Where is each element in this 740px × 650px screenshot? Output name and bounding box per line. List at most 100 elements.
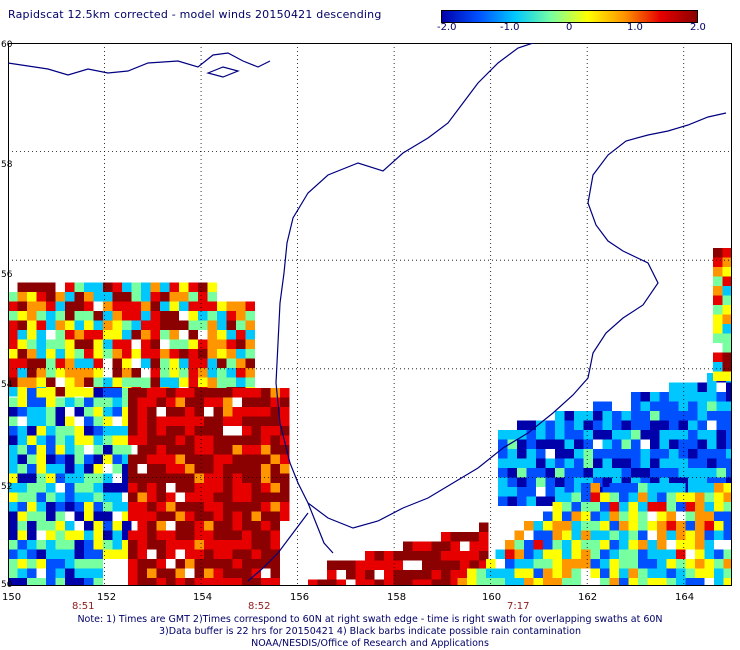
data-cell	[723, 511, 732, 521]
data-cell	[355, 579, 365, 586]
data-cell	[688, 449, 698, 459]
data-cell	[619, 521, 629, 531]
data-cell	[602, 439, 612, 449]
data-cell	[242, 559, 252, 569]
data-cell	[545, 458, 555, 468]
data-cell	[137, 502, 147, 512]
data-cell	[128, 549, 138, 559]
data-cell	[93, 445, 103, 455]
data-cell	[185, 511, 195, 521]
data-cell	[657, 511, 667, 521]
data-cell	[188, 311, 198, 321]
data-cell	[581, 492, 591, 502]
data-cell	[8, 511, 18, 521]
data-cell	[628, 530, 638, 540]
data-cell	[213, 445, 223, 455]
data-cell	[27, 445, 37, 455]
swath-time-label: 8:51	[72, 601, 95, 612]
data-cell	[204, 473, 214, 483]
lon-tick-label: 154	[193, 592, 213, 603]
data-cell	[704, 549, 714, 559]
data-cell	[628, 568, 638, 578]
data-cell	[213, 454, 223, 464]
data-cell	[242, 530, 252, 540]
data-cell	[602, 401, 612, 411]
data-cell	[36, 397, 46, 407]
data-cell	[147, 388, 157, 398]
data-cell	[8, 377, 18, 387]
data-cell	[8, 426, 18, 436]
data-cell	[36, 549, 46, 559]
data-cell	[403, 541, 413, 551]
data-cell	[17, 530, 27, 540]
data-cell	[55, 502, 65, 512]
data-cell	[638, 502, 648, 512]
data-cell	[93, 578, 103, 586]
data-cell	[545, 496, 555, 506]
data-cell	[650, 477, 660, 487]
data-cell	[232, 407, 242, 417]
data-cell	[128, 511, 138, 521]
data-cell	[17, 377, 27, 387]
data-cell	[207, 301, 217, 311]
data-cell	[714, 549, 724, 559]
data-cell	[602, 411, 612, 421]
data-cell	[695, 511, 705, 521]
data-cell	[8, 568, 18, 578]
data-cell	[498, 439, 508, 449]
data-cell	[659, 430, 669, 440]
data-cell	[46, 521, 56, 531]
data-cell	[460, 570, 470, 580]
swath-time-label: 7:17	[507, 601, 530, 612]
data-cell	[93, 521, 103, 531]
data-cell	[564, 468, 574, 478]
data-cell	[685, 568, 695, 578]
data-cell	[422, 579, 432, 586]
data-cell	[251, 445, 261, 455]
data-cell	[204, 416, 214, 426]
data-cell	[562, 530, 572, 540]
data-cell	[726, 449, 732, 459]
data-cell	[723, 483, 732, 493]
data-cell	[450, 551, 460, 561]
data-cell	[185, 416, 195, 426]
data-cell	[619, 549, 629, 559]
data-cell	[46, 435, 56, 445]
data-cell	[612, 449, 622, 459]
data-cell	[688, 430, 698, 440]
data-cell	[245, 358, 255, 368]
data-cell	[666, 568, 676, 578]
data-cell	[707, 458, 717, 468]
data-cell	[166, 435, 176, 445]
data-cell	[147, 445, 157, 455]
data-cell	[65, 349, 75, 359]
data-cell	[226, 301, 236, 311]
data-cell	[147, 568, 157, 578]
data-cell	[147, 454, 157, 464]
data-cell	[137, 435, 147, 445]
data-cell	[185, 578, 195, 586]
data-cell	[55, 454, 65, 464]
data-cell	[74, 407, 84, 417]
data-cell	[543, 511, 553, 521]
data-cell	[156, 549, 166, 559]
data-cell	[55, 320, 65, 330]
data-cell	[65, 311, 75, 321]
data-cell	[46, 549, 56, 559]
data-cell	[55, 311, 65, 321]
data-cell	[666, 521, 676, 531]
data-cell	[722, 286, 732, 296]
data-cell	[722, 267, 732, 277]
data-cell	[650, 468, 660, 478]
data-cell	[55, 559, 65, 569]
data-cell	[270, 568, 280, 578]
data-cell	[441, 579, 451, 586]
data-cell	[524, 578, 534, 586]
data-cell	[261, 483, 271, 493]
data-cell	[217, 358, 227, 368]
data-cell	[103, 473, 113, 483]
data-cell	[223, 568, 233, 578]
data-cell	[280, 511, 290, 521]
data-cell	[27, 407, 37, 417]
data-cell	[583, 411, 593, 421]
